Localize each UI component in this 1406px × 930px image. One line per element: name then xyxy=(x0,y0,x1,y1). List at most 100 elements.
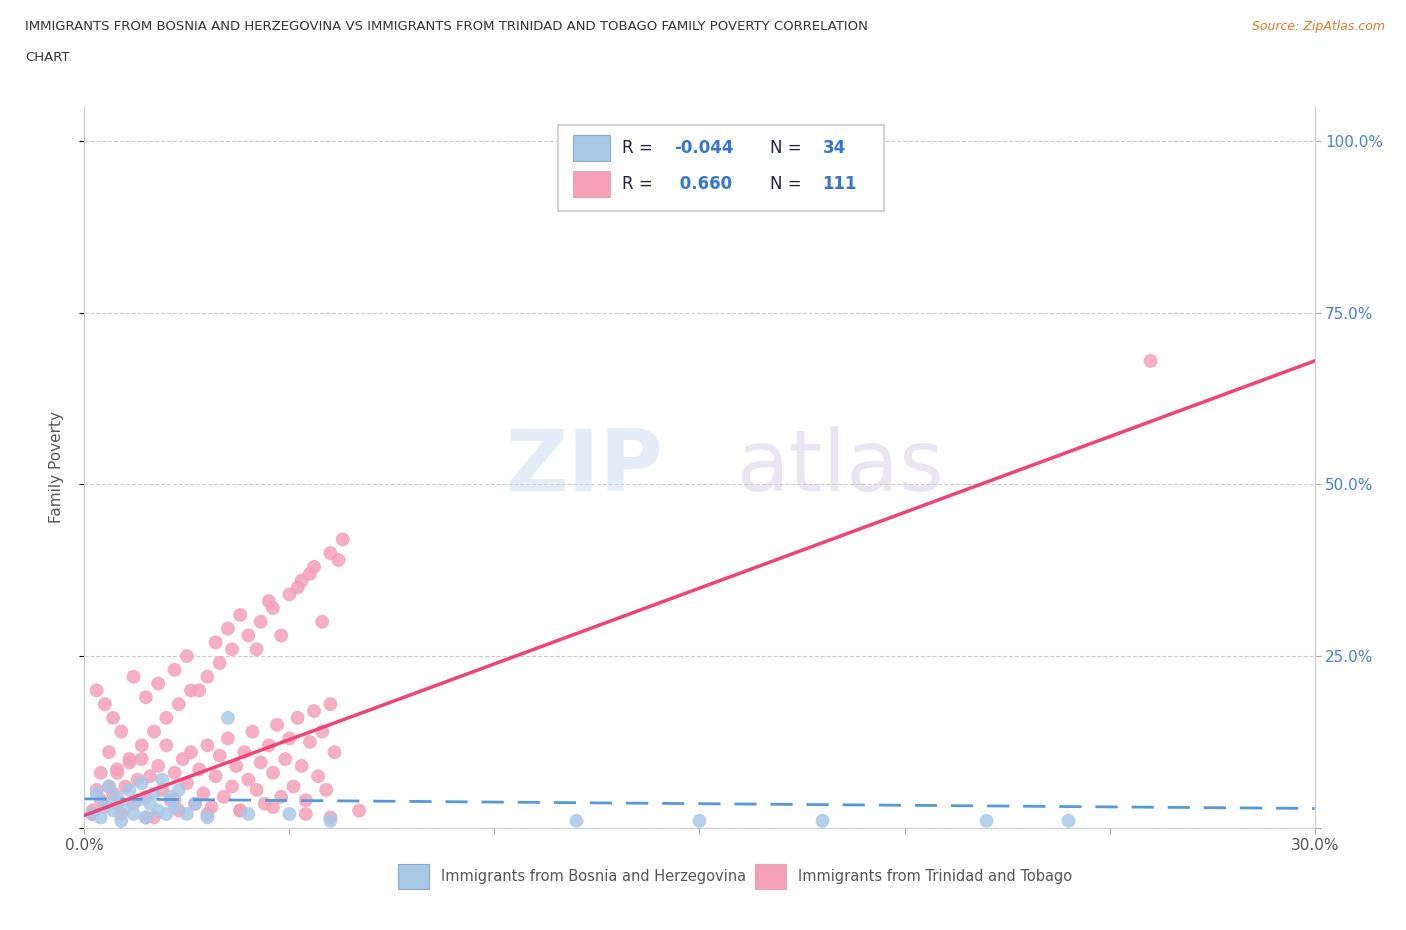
Point xyxy=(135,690,157,705)
Point xyxy=(249,755,271,770)
Point xyxy=(262,601,284,616)
Point xyxy=(225,759,247,774)
Text: ZIP: ZIP xyxy=(505,426,662,509)
Point xyxy=(105,790,128,804)
Point xyxy=(139,796,162,811)
Point xyxy=(1139,353,1161,368)
Point xyxy=(176,776,198,790)
Point xyxy=(976,814,998,829)
Point xyxy=(110,814,132,829)
Point xyxy=(86,786,108,801)
Point xyxy=(105,762,128,777)
Point xyxy=(98,779,121,794)
Point xyxy=(689,814,711,829)
Point xyxy=(278,806,301,821)
Point xyxy=(155,806,177,821)
Point xyxy=(176,648,198,663)
Text: 111: 111 xyxy=(823,175,858,193)
Point xyxy=(278,587,301,602)
Point xyxy=(204,635,226,650)
Text: Immigrants from Trinidad and Tobago: Immigrants from Trinidad and Tobago xyxy=(799,870,1071,884)
Point xyxy=(328,552,350,567)
Point xyxy=(135,810,157,825)
Point xyxy=(242,724,264,739)
Point xyxy=(238,806,260,821)
Point xyxy=(184,796,207,811)
Point xyxy=(208,748,231,763)
Point xyxy=(246,782,269,797)
Text: 34: 34 xyxy=(823,139,846,157)
Text: Source: ZipAtlas.com: Source: ZipAtlas.com xyxy=(1251,20,1385,33)
Point xyxy=(94,697,117,711)
Point xyxy=(122,796,145,811)
Point xyxy=(188,762,211,777)
Point xyxy=(143,810,166,825)
Point xyxy=(90,810,112,825)
Point xyxy=(143,724,166,739)
Point xyxy=(193,786,215,801)
Point xyxy=(262,765,284,780)
Point xyxy=(155,737,177,752)
Point xyxy=(270,628,292,643)
Point xyxy=(90,765,112,780)
Point xyxy=(253,796,276,811)
Point xyxy=(257,593,280,608)
Point xyxy=(135,810,157,825)
Point xyxy=(118,782,141,797)
Point xyxy=(565,814,588,829)
Point xyxy=(94,796,117,811)
Point xyxy=(323,745,346,760)
Point xyxy=(319,814,342,829)
Point xyxy=(86,782,108,797)
Point xyxy=(180,683,202,698)
Point xyxy=(221,642,243,657)
Point xyxy=(197,810,219,825)
Bar xyxy=(398,864,429,889)
Text: CHART: CHART xyxy=(25,51,70,64)
Point xyxy=(159,790,181,804)
Point xyxy=(811,814,834,829)
Point xyxy=(200,800,222,815)
Text: N =: N = xyxy=(769,139,807,157)
Point xyxy=(291,573,314,588)
Point xyxy=(82,806,104,821)
Point xyxy=(302,560,325,575)
Point xyxy=(332,532,354,547)
Text: IMMIGRANTS FROM BOSNIA AND HERZEGOVINA VS IMMIGRANTS FROM TRINIDAD AND TOBAGO FA: IMMIGRANTS FROM BOSNIA AND HERZEGOVINA V… xyxy=(25,20,868,33)
Text: R =: R = xyxy=(621,175,658,193)
Point xyxy=(118,751,141,766)
Point xyxy=(82,804,104,818)
Point xyxy=(212,790,235,804)
Point xyxy=(197,670,219,684)
Point xyxy=(94,800,117,815)
Point xyxy=(131,751,153,766)
Point xyxy=(249,615,271,630)
Point xyxy=(105,765,128,780)
Point xyxy=(274,751,297,766)
Point xyxy=(135,790,157,804)
Point xyxy=(298,566,321,581)
Point xyxy=(229,804,252,818)
Point xyxy=(270,790,292,804)
Point xyxy=(266,717,288,732)
Point xyxy=(150,772,173,787)
Point xyxy=(110,806,132,821)
Point xyxy=(311,724,333,739)
Text: R =: R = xyxy=(621,139,658,157)
Point xyxy=(127,772,149,787)
Point xyxy=(208,656,231,671)
Point xyxy=(139,769,162,784)
Point xyxy=(143,786,166,801)
Point xyxy=(101,711,124,725)
Point xyxy=(287,711,309,725)
Bar xyxy=(572,135,610,161)
Point xyxy=(159,792,181,807)
Point xyxy=(163,800,186,815)
Point xyxy=(98,745,121,760)
Point xyxy=(217,731,239,746)
Point xyxy=(131,737,153,752)
Point xyxy=(295,806,318,821)
Point xyxy=(197,737,219,752)
Point xyxy=(184,796,207,811)
Point xyxy=(319,546,342,561)
